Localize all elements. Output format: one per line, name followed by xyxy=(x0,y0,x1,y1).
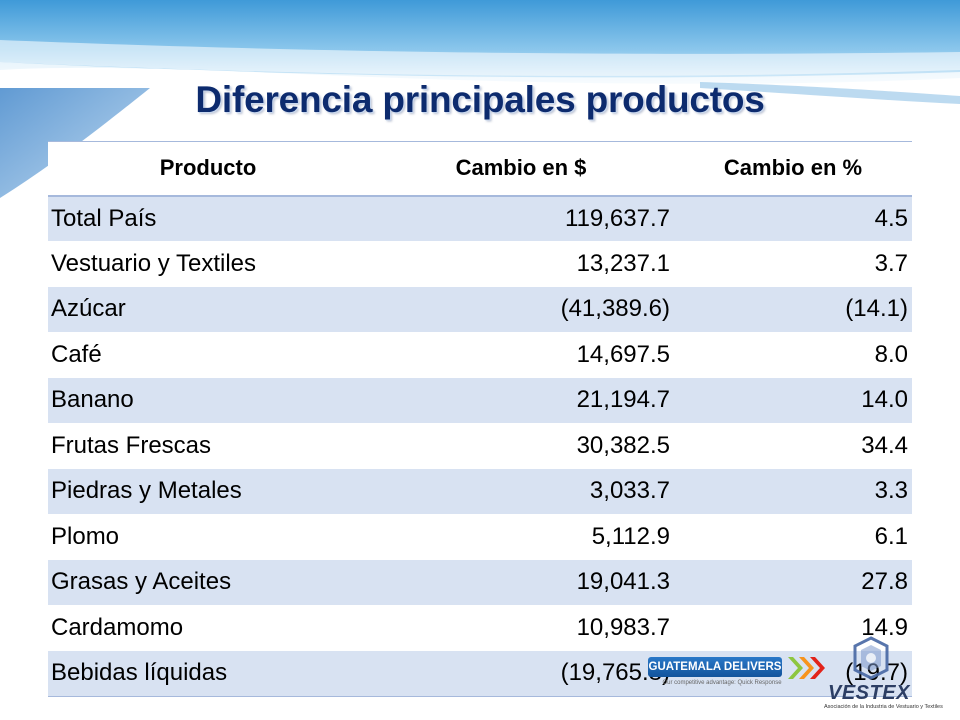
cell-cambio-dolares: 21,194.7 xyxy=(368,377,674,423)
header-cambio-dolares: Cambio en $ xyxy=(368,141,674,197)
cell-producto: Piedras y Metales xyxy=(48,468,368,514)
cell-cambio-porcentaje: 3.7 xyxy=(674,241,912,287)
cell-producto: Café xyxy=(48,332,368,378)
cell-cambio-dolares: 19,041.3 xyxy=(368,559,674,605)
cell-cambio-dolares: 13,237.1 xyxy=(368,241,674,287)
cell-cambio-porcentaje: 14.0 xyxy=(674,377,912,423)
table-row: Azúcar (41,389.6) (14.1) xyxy=(48,286,912,332)
header-cambio-porcentaje: Cambio en % xyxy=(674,141,912,197)
table-header-row: Producto Cambio en $ Cambio en % xyxy=(48,141,912,197)
table-row: Total País 119,637.7 4.5 xyxy=(48,195,912,241)
vestex-subtitle: Asociación de la Industria de Vestuario … xyxy=(824,704,943,710)
cell-cambio-dolares: 30,382.5 xyxy=(368,423,674,469)
cell-cambio-porcentaje: 8.0 xyxy=(674,332,912,378)
cell-producto: Cardamomo xyxy=(48,605,368,651)
cell-cambio-porcentaje: 14.9 xyxy=(674,605,912,651)
vestex-logo-text: VESTEX xyxy=(828,682,910,704)
cell-cambio-dolares: 10,983.7 xyxy=(368,605,674,651)
cell-cambio-porcentaje: 6.1 xyxy=(674,514,912,560)
header-producto: Producto xyxy=(48,141,368,197)
page-title: Diferencia principales productos xyxy=(195,79,765,120)
table-row: Frutas Frescas 30,382.5 34.4 xyxy=(48,423,912,469)
cell-cambio-dolares: 3,033.7 xyxy=(368,468,674,514)
cell-cambio-porcentaje: (14.1) xyxy=(674,286,912,332)
cell-cambio-dolares: (19,765.8) xyxy=(368,650,674,697)
table-row: Piedras y Metales 3,033.7 3.3 xyxy=(48,468,912,514)
table-row: Plomo 5,112.9 6.1 xyxy=(48,514,912,560)
table-row: Grasas y Aceites 19,041.3 27.8 xyxy=(48,559,912,605)
cell-cambio-porcentaje: 27.8 xyxy=(674,559,912,605)
cell-producto: Vestuario y Textiles xyxy=(48,241,368,287)
cell-cambio-dolares: 119,637.7 xyxy=(368,195,674,241)
cell-producto: Frutas Frescas xyxy=(48,423,368,469)
guatemala-delivers-text: GUATEMALA DELIVERS xyxy=(648,657,782,677)
table-row: Vestuario y Textiles 13,237.1 3.7 xyxy=(48,241,912,287)
cell-producto: Azúcar xyxy=(48,286,368,332)
cell-cambio-porcentaje: (19.7) xyxy=(674,650,912,697)
cell-cambio-dolares: (41,389.6) xyxy=(368,286,674,332)
header-wave-background xyxy=(0,0,960,198)
cell-cambio-dolares: 5,112.9 xyxy=(368,514,674,560)
guatemala-delivers-logo: GUATEMALA DELIVERS Our competitive advan… xyxy=(648,653,828,689)
cell-producto: Banano xyxy=(48,377,368,423)
cell-cambio-porcentaje: 3.3 xyxy=(674,468,912,514)
table-row: Bebidas líquidas (19,765.8) (19.7) xyxy=(48,650,912,697)
cell-producto: Plomo xyxy=(48,514,368,560)
table-row: Café 14,697.5 8.0 xyxy=(48,332,912,378)
guatemala-delivers-tagline: Our competitive advantage: Quick Respons… xyxy=(662,680,782,686)
chevron-arrows-icon xyxy=(788,657,825,679)
table-row: Banano 21,194.7 14.0 xyxy=(48,377,912,423)
products-table: Producto Cambio en $ Cambio en % Total P… xyxy=(48,141,912,697)
cell-producto: Bebidas líquidas xyxy=(48,650,368,697)
cell-cambio-porcentaje: 34.4 xyxy=(674,423,912,469)
table-row: Cardamomo 10,983.7 14.9 xyxy=(48,605,912,651)
cell-producto: Grasas y Aceites xyxy=(48,559,368,605)
cell-producto: Total País xyxy=(48,195,368,241)
cell-cambio-porcentaje: 4.5 xyxy=(674,195,912,241)
vestex-emblem-icon xyxy=(853,636,889,680)
cell-cambio-dolares: 14,697.5 xyxy=(368,332,674,378)
